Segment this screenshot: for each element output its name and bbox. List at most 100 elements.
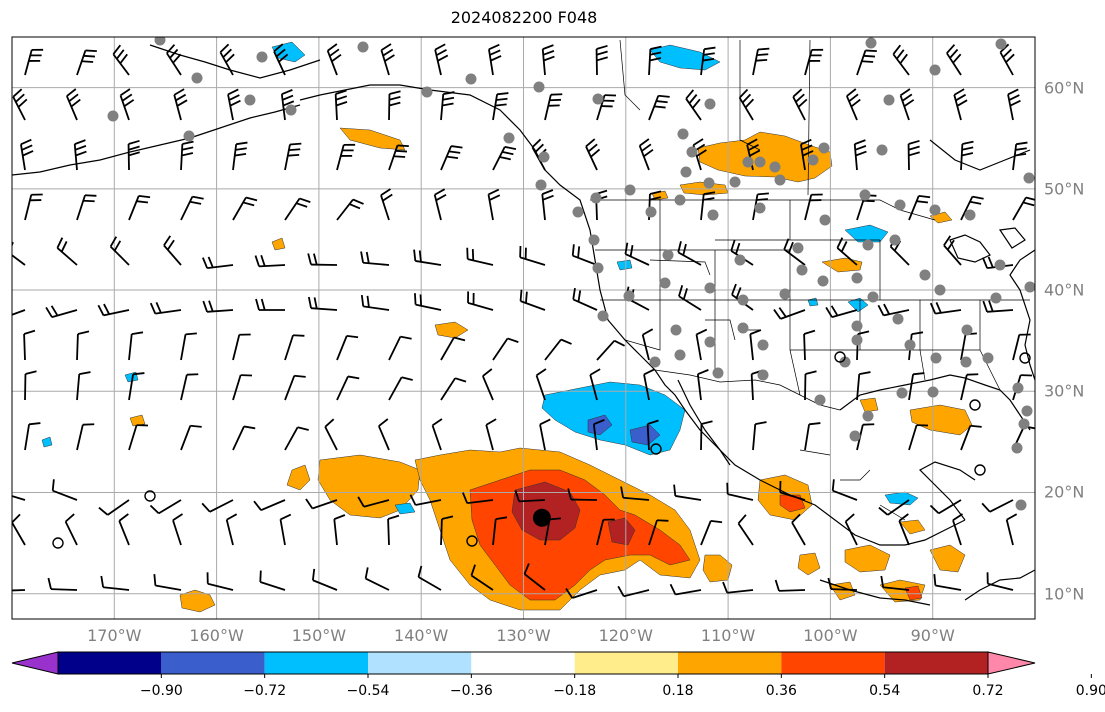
barb-feather bbox=[730, 239, 736, 252]
station-dot bbox=[649, 356, 661, 368]
wind-barb bbox=[953, 88, 968, 121]
barb-feather bbox=[333, 514, 346, 520]
barb-feather bbox=[280, 513, 292, 521]
barb-staff bbox=[539, 424, 546, 451]
barb-feather bbox=[1014, 153, 1027, 157]
barb-feather bbox=[97, 304, 105, 316]
barb-staff bbox=[128, 374, 134, 401]
station-dot bbox=[754, 202, 766, 214]
station-dot bbox=[779, 288, 791, 300]
station-dot bbox=[896, 387, 908, 399]
barb-staff bbox=[365, 577, 390, 591]
barb-feather bbox=[800, 138, 812, 146]
barb-feather bbox=[28, 422, 41, 426]
barb-feather bbox=[542, 194, 554, 201]
colorbar-frame bbox=[57, 651, 989, 675]
wind-barb bbox=[641, 328, 654, 361]
storm-center-marker bbox=[532, 508, 551, 527]
barb-feather bbox=[507, 337, 519, 343]
barb-feather bbox=[831, 479, 835, 491]
wind-barb bbox=[336, 143, 356, 171]
map-area bbox=[0, 37, 1035, 619]
station-dot bbox=[851, 334, 863, 346]
barb-feather bbox=[929, 302, 937, 314]
colorbar-segment bbox=[58, 652, 162, 674]
barb-feather bbox=[273, 43, 284, 53]
wind-barb bbox=[149, 301, 182, 315]
lon-label: 130°W bbox=[496, 626, 551, 645]
wind-barb bbox=[907, 139, 920, 171]
barb-feather bbox=[20, 138, 32, 146]
station-dot bbox=[867, 291, 879, 303]
barb-staff bbox=[677, 251, 702, 266]
barb-feather bbox=[536, 368, 547, 377]
barb-staff bbox=[844, 521, 858, 546]
barb-feather bbox=[409, 494, 417, 506]
wind-barb bbox=[856, 371, 871, 401]
barb-feather bbox=[803, 329, 816, 335]
wind-barb bbox=[804, 48, 824, 76]
wind-barb bbox=[523, 563, 546, 591]
wind-barb bbox=[12, 495, 26, 501]
warm-region bbox=[797, 552, 821, 576]
barb-staff bbox=[334, 93, 338, 121]
barb-staff bbox=[431, 425, 442, 451]
barb-feather bbox=[911, 331, 924, 336]
wind-barb bbox=[804, 370, 817, 401]
barb-staff bbox=[487, 194, 494, 221]
warm-region bbox=[434, 321, 469, 339]
barb-feather bbox=[226, 513, 238, 521]
wind-barb bbox=[544, 517, 561, 546]
wind-barb bbox=[417, 565, 442, 591]
wind-barb bbox=[24, 370, 37, 401]
wind-barb bbox=[180, 332, 197, 361]
wind-barb bbox=[128, 194, 151, 221]
barb-staff bbox=[51, 309, 78, 319]
wind-barb bbox=[673, 484, 702, 501]
barb-staff bbox=[585, 146, 598, 171]
station-dot bbox=[624, 184, 636, 196]
station-dot bbox=[814, 394, 826, 406]
station-dot bbox=[662, 249, 674, 261]
barb-staff bbox=[648, 48, 652, 76]
barb-staff bbox=[158, 499, 182, 515]
wind-barb bbox=[232, 141, 248, 171]
barb-feather bbox=[943, 235, 952, 246]
barb-feather bbox=[116, 49, 125, 60]
barb-feather bbox=[593, 419, 605, 426]
station-dot bbox=[737, 294, 749, 306]
barb-staff bbox=[589, 374, 598, 401]
barb-staff bbox=[280, 94, 286, 121]
barb-feather bbox=[253, 500, 262, 511]
barb-feather bbox=[999, 43, 1010, 53]
wind-barb bbox=[387, 514, 400, 546]
wind-barb bbox=[23, 329, 36, 361]
wind-barb bbox=[519, 289, 546, 311]
wind-barb bbox=[163, 235, 182, 266]
barb-staff bbox=[779, 491, 806, 501]
barb-feather bbox=[836, 237, 844, 249]
barb-staff bbox=[284, 375, 296, 401]
barb-staff bbox=[952, 519, 962, 546]
barb-feather bbox=[275, 48, 286, 58]
barb-feather bbox=[787, 241, 794, 254]
barb-feather bbox=[654, 105, 666, 109]
barb-feather bbox=[496, 92, 509, 96]
station-dot bbox=[674, 194, 686, 206]
wind-barb bbox=[118, 513, 130, 546]
station-dot bbox=[256, 51, 268, 63]
barb-feather bbox=[0, 310, 1, 319]
wind-barb bbox=[752, 47, 770, 76]
barb-feather bbox=[756, 198, 768, 201]
filled-contours bbox=[41, 41, 973, 613]
barb-staff bbox=[535, 375, 546, 401]
barb-staff bbox=[727, 493, 754, 501]
wind-barb bbox=[440, 91, 455, 121]
barb-staff bbox=[783, 248, 806, 266]
wind-barb bbox=[180, 424, 202, 451]
hot-region bbox=[779, 494, 806, 513]
barb-staff bbox=[363, 261, 390, 266]
lat-label: 10°N bbox=[1044, 584, 1085, 604]
barb-feather bbox=[45, 306, 53, 318]
barb-staff bbox=[363, 499, 390, 508]
